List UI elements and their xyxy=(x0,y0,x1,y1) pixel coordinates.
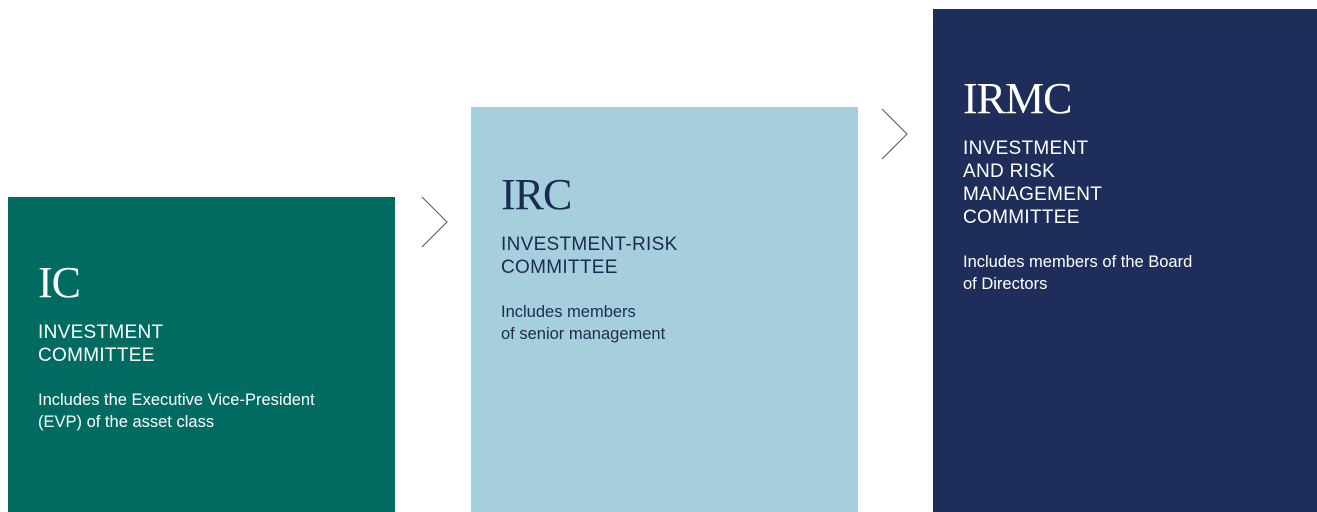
line: (EVP) of the asset class xyxy=(38,413,215,431)
node-name: INVESTMENT AND RISK MANAGEMENT COMMITTEE xyxy=(963,137,1287,229)
description: Includes the Executive Vice-President (EV… xyxy=(38,389,365,433)
line: COMMITTEE xyxy=(38,345,155,366)
line: MANAGEMENT xyxy=(963,184,1103,205)
line: COMMITTEE xyxy=(501,257,618,278)
line: INVESTMENT xyxy=(963,138,1089,159)
line: AND RISK xyxy=(963,161,1056,182)
arrow xyxy=(881,108,908,160)
description: Includes members of the Board of Director… xyxy=(963,251,1287,295)
description: Includes members of senior management xyxy=(501,301,828,345)
abbr: IRC xyxy=(501,170,572,219)
line: of senior management xyxy=(501,325,666,343)
node-name: INVESTMENT-RISK COMMITTEE xyxy=(501,233,828,279)
abbr: IRMC xyxy=(963,74,1072,123)
abbr: IC xyxy=(38,258,81,307)
node-ic: IC INVESTMENT COMMITTEE Includes the Exec… xyxy=(8,197,395,512)
node-name: INVESTMENT COMMITTEE xyxy=(38,321,365,367)
node-irmc: IRMC INVESTMENT AND RISK MANAGEMENT COMMITT… xyxy=(933,9,1317,512)
line: INVESTMENT-RISK xyxy=(501,234,678,255)
line: COMMITTEE xyxy=(963,207,1080,228)
line: of Directors xyxy=(963,275,1048,293)
arrow xyxy=(421,196,448,248)
line: INVESTMENT xyxy=(38,322,164,343)
line: Includes members of the Board xyxy=(963,253,1193,271)
node-irc: IRC INVESTMENT-RISK COMMITTEE Includes me… xyxy=(471,107,858,512)
line: Includes members xyxy=(501,303,636,321)
line: Includes the Executive Vice-President xyxy=(38,391,315,409)
